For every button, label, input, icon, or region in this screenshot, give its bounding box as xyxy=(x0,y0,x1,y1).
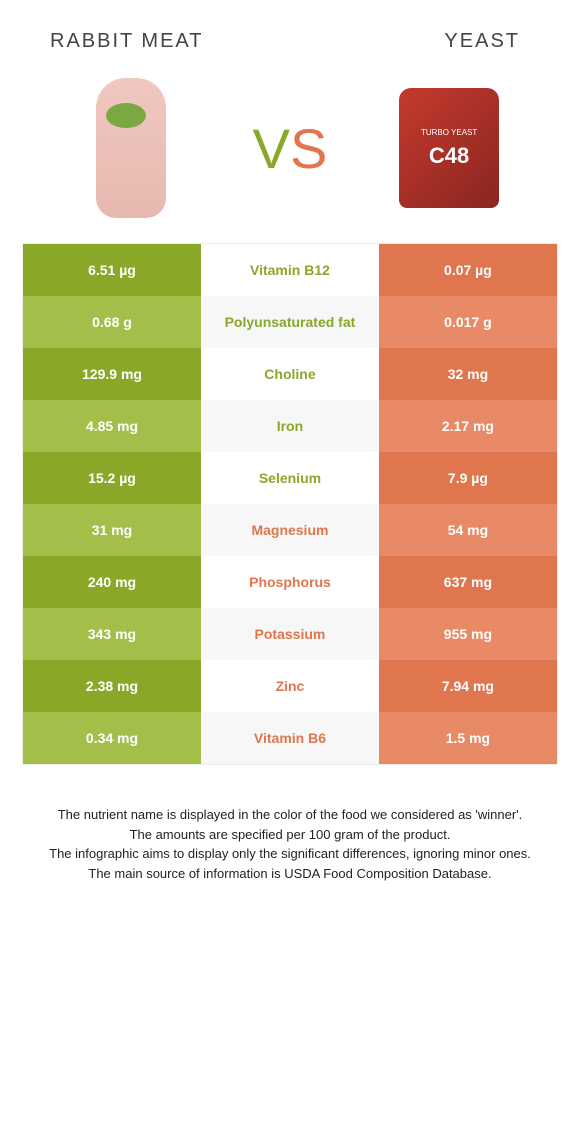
left-value: 0.34 mg xyxy=(23,712,201,764)
right-value: 0.07 µg xyxy=(379,244,557,296)
yeast-line1: TURBO YEAST xyxy=(421,128,477,137)
yeast-package-icon: TURBO YEAST C48 xyxy=(399,88,499,208)
right-food-image: TURBO YEAST C48 xyxy=(389,73,509,223)
table-row: 129.9 mgCholine32 mg xyxy=(23,348,557,400)
table-row: 4.85 mgIron2.17 mg xyxy=(23,400,557,452)
table-row: 2.38 mgZinc7.94 mg xyxy=(23,660,557,712)
left-value: 15.2 µg xyxy=(23,452,201,504)
comparison-table: 6.51 µgVitamin B120.07 µg0.68 gPolyunsat… xyxy=(22,243,558,765)
table-row: 0.68 gPolyunsaturated fat0.017 g xyxy=(23,296,557,348)
nutrient-name: Potassium xyxy=(201,608,379,660)
vs-s: S xyxy=(290,116,327,181)
left-food-image xyxy=(71,73,191,223)
left-value: 31 mg xyxy=(23,504,201,556)
nutrient-name: Vitamin B6 xyxy=(201,712,379,764)
right-value: 955 mg xyxy=(379,608,557,660)
right-food-title: Yeast xyxy=(444,30,520,53)
nutrient-name: Iron xyxy=(201,400,379,452)
right-value: 1.5 mg xyxy=(379,712,557,764)
footer-line4: The main source of information is USDA F… xyxy=(30,864,550,884)
nutrient-name: Zinc xyxy=(201,660,379,712)
nutrient-name: Selenium xyxy=(201,452,379,504)
table-row: 240 mgPhosphorus637 mg xyxy=(23,556,557,608)
vs-label: V S xyxy=(253,116,328,181)
table-row: 0.34 mgVitamin B61.5 mg xyxy=(23,712,557,764)
rabbit-meat-icon xyxy=(96,78,166,218)
nutrient-name: Magnesium xyxy=(201,504,379,556)
left-value: 129.9 mg xyxy=(23,348,201,400)
yeast-c48: C48 xyxy=(429,143,469,169)
nutrient-name: Phosphorus xyxy=(201,556,379,608)
left-value: 0.68 g xyxy=(23,296,201,348)
right-value: 2.17 mg xyxy=(379,400,557,452)
table-row: 31 mgMagnesium54 mg xyxy=(23,504,557,556)
right-value: 0.017 g xyxy=(379,296,557,348)
vs-section: V S TURBO YEAST C48 xyxy=(0,63,580,243)
right-value: 7.9 µg xyxy=(379,452,557,504)
nutrient-name: Polyunsaturated fat xyxy=(201,296,379,348)
right-value: 637 mg xyxy=(379,556,557,608)
table-row: 15.2 µgSelenium7.9 µg xyxy=(23,452,557,504)
footer-line2: The amounts are specified per 100 gram o… xyxy=(30,825,550,845)
right-value: 54 mg xyxy=(379,504,557,556)
table-row: 343 mgPotassium955 mg xyxy=(23,608,557,660)
nutrient-name: Choline xyxy=(201,348,379,400)
footer-line3: The infographic aims to display only the… xyxy=(30,844,550,864)
footer-line1: The nutrient name is displayed in the co… xyxy=(30,805,550,825)
left-value: 2.38 mg xyxy=(23,660,201,712)
footer-notes: The nutrient name is displayed in the co… xyxy=(0,765,580,883)
right-value: 32 mg xyxy=(379,348,557,400)
left-food-title: Rabbit meat xyxy=(50,30,204,53)
left-value: 4.85 mg xyxy=(23,400,201,452)
left-value: 6.51 µg xyxy=(23,244,201,296)
left-value: 240 mg xyxy=(23,556,201,608)
vs-v: V xyxy=(253,116,290,181)
left-value: 343 mg xyxy=(23,608,201,660)
table-row: 6.51 µgVitamin B120.07 µg xyxy=(23,244,557,296)
header: Rabbit meat Yeast xyxy=(0,0,580,63)
nutrient-name: Vitamin B12 xyxy=(201,244,379,296)
right-value: 7.94 mg xyxy=(379,660,557,712)
